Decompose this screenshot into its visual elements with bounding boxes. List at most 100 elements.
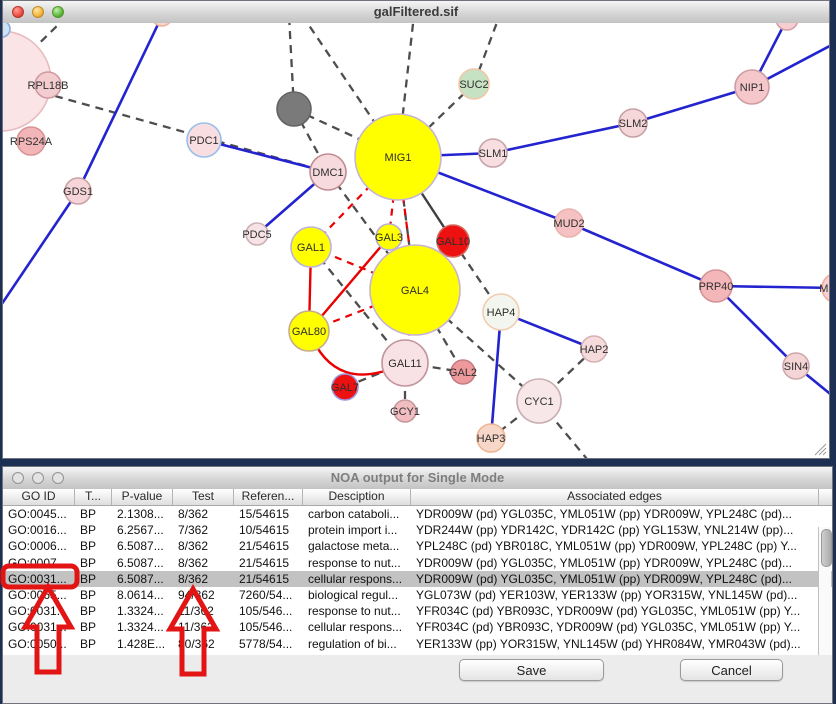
- edge-gds1-a8[interactable]: [3, 190, 80, 317]
- cell-type[interactable]: BP: [80, 636, 97, 651]
- cell-test[interactable]: 8/362: [178, 571, 209, 586]
- close-button[interactable]: [12, 6, 24, 18]
- node-MIG1[interactable]: [354, 113, 442, 201]
- cell-description[interactable]: response to nut...: [308, 604, 401, 619]
- node-SIN4[interactable]: [782, 352, 810, 380]
- cell-test[interactable]: 94/362: [178, 587, 215, 602]
- edge-hap4-hap3[interactable]: [489, 311, 503, 439]
- column-header-go_id[interactable]: GO ID: [3, 489, 75, 505]
- node-MSI[interactable]: [821, 273, 829, 303]
- cell-test[interactable]: 8/362: [178, 507, 209, 521]
- cell-test[interactable]: 11/362: [178, 604, 214, 619]
- table-row-4[interactable]: GO:0007... BP 6.5087... 8/362 21/54615 respon…: [3, 554, 832, 571]
- node-GAL80[interactable]: [288, 310, 330, 352]
- edge-prp40-sin4[interactable]: [715, 285, 797, 367]
- cell-edges[interactable]: YPL248C (pd) YBR018C, YML051W (pp) YDR00…: [416, 539, 797, 554]
- cell-description[interactable]: regulation of bi...: [308, 636, 397, 651]
- scrollbar-thumb[interactable]: [820, 529, 832, 567]
- save-button[interactable]: Save: [459, 659, 604, 681]
- cell-test[interactable]: 80/362: [178, 636, 215, 651]
- node-NIP1[interactable]: [734, 69, 770, 105]
- edge-cyc1-hap3[interactable]: [490, 400, 540, 439]
- cell-edges[interactable]: YDR009W (pd) YGL035C, YML051W (pp) YDR00…: [416, 555, 792, 570]
- cell-description[interactable]: galactose meta...: [308, 539, 400, 554]
- node-HAP3[interactable]: [476, 423, 506, 453]
- cell-reference[interactable]: 10/54615: [239, 523, 290, 538]
- edge-mig1-gal1[interactable]: [310, 156, 399, 248]
- cell-description[interactable]: response to nut...: [308, 555, 401, 570]
- table-row-5[interactable]: GO:0031... BP 6.5087... 8/362 21/54615 cellul…: [3, 570, 832, 587]
- column-header-edges[interactable]: Associated edges: [411, 489, 819, 505]
- cell-type[interactable]: BP: [80, 555, 97, 570]
- cell-description[interactable]: biological regul...: [308, 587, 399, 602]
- cell-go_id[interactable]: GO:0050...: [8, 636, 67, 651]
- cell-go_id[interactable]: GO:0006...: [8, 539, 67, 554]
- cell-reference[interactable]: 21/54615: [239, 539, 290, 554]
- cell-description[interactable]: cellular respons...: [308, 620, 403, 635]
- edge-cyc1-a9[interactable]: [538, 400, 588, 458]
- cell-edges[interactable]: YDR009W (pd) YGL035C, YML051W (pp) YDR00…: [416, 571, 792, 586]
- cell-description[interactable]: carbon cataboli...: [308, 507, 400, 521]
- cell-edges[interactable]: YFR034C (pd) YBR093C, YDR009W (pd) YGL03…: [416, 620, 801, 635]
- node-GAL2[interactable]: [450, 359, 476, 385]
- cell-p_value[interactable]: 6.5087...: [117, 539, 164, 554]
- cell-reference[interactable]: 5778/54...: [239, 636, 293, 651]
- cell-go_id[interactable]: GO:0007...: [8, 555, 67, 570]
- cell-p_value[interactable]: 2.1308...: [117, 507, 164, 521]
- table-row-3[interactable]: GO:0006... BP 6.5087... 8/362 21/54615 galact…: [3, 538, 832, 555]
- table-row-9[interactable]: GO:0050... BP 1.428E... 80/362 5778/54... reg…: [3, 635, 832, 652]
- cell-go_id[interactable]: GO:0016...: [8, 523, 67, 538]
- node-RPS24A[interactable]: [16, 126, 46, 156]
- table-row-6[interactable]: GO:0065... BP 8.0614... 94/362 7260/54... bio…: [3, 586, 832, 604]
- cell-p_value[interactable]: 1.3324...: [117, 604, 164, 619]
- node-tinyblue[interactable]: [3, 23, 11, 38]
- edge-slm2-nip1[interactable]: [632, 85, 753, 125]
- node-GAL3[interactable]: [375, 223, 403, 251]
- cell-reference[interactable]: 21/54615: [239, 571, 290, 586]
- cell-edges[interactable]: YER133W (pp) YOR315W, YNL145W (pd) YHR08…: [416, 636, 801, 651]
- edge-mig1-gal4[interactable]: [396, 156, 417, 291]
- cell-go_id[interactable]: GO:0031...: [8, 620, 67, 635]
- node-gray[interactable]: [276, 91, 312, 127]
- edge-p1-gds1[interactable]: [76, 23, 162, 192]
- column-header-reference[interactable]: Referen...: [234, 489, 303, 505]
- node-p2[interactable]: [775, 23, 799, 31]
- table-row-2[interactable]: GO:0016... BP 6.2567... 7/362 10/54615 protei…: [3, 522, 832, 539]
- close-button[interactable]: [12, 472, 24, 484]
- cell-p_value[interactable]: 6.2567...: [117, 523, 164, 538]
- edge-gray-mig1[interactable]: [293, 107, 399, 159]
- cell-go_id[interactable]: GO:0031...: [8, 571, 67, 586]
- cell-type[interactable]: BP: [80, 604, 97, 619]
- cell-reference[interactable]: 105/546...: [239, 620, 293, 635]
- edge-mud2-prp40[interactable]: [568, 221, 717, 288]
- cell-type[interactable]: BP: [80, 523, 97, 538]
- node-DMC1[interactable]: [309, 153, 347, 191]
- table-row-8[interactable]: GO:0031... BP 1.3324... 11/362 105/546... cel…: [3, 619, 832, 636]
- column-header-description[interactable]: Desciption: [303, 489, 411, 505]
- node-SLM1[interactable]: [478, 138, 508, 168]
- edge-suc2-a5[interactable]: [472, 23, 499, 85]
- node-GDS1[interactable]: [64, 177, 92, 205]
- cell-test[interactable]: 8/362: [178, 555, 209, 570]
- cell-reference[interactable]: 21/54615: [239, 555, 290, 570]
- cell-p_value[interactable]: 1.3324...: [117, 620, 164, 635]
- zoom-button[interactable]: [52, 6, 64, 18]
- cell-test[interactable]: 11/362: [178, 620, 214, 635]
- edge-dmc1-gal4[interactable]: [327, 171, 416, 291]
- noa-window-titlebar[interactable]: NOA output for Single Mode: [3, 467, 832, 490]
- vertical-scrollbar[interactable]: [818, 527, 832, 673]
- table-row-1[interactable]: GO:0045... BP 2.1308... 8/362 15/54615 carbon…: [3, 506, 832, 523]
- cell-edges[interactable]: YGL073W (pd) YER103W, YER133W (pp) YOR31…: [416, 587, 798, 602]
- cell-type[interactable]: BP: [80, 539, 97, 554]
- node-GAL1[interactable]: [290, 226, 332, 268]
- minimize-button[interactable]: [32, 6, 44, 18]
- cell-go_id[interactable]: GO:0065...: [8, 587, 67, 602]
- cell-type[interactable]: BP: [80, 620, 97, 635]
- minimize-button[interactable]: [32, 472, 44, 484]
- node-PRP40[interactable]: [699, 269, 733, 303]
- column-header-test[interactable]: Test: [173, 489, 234, 505]
- cell-edges[interactable]: YFR034C (pd) YBR093C, YDR009W (pd) YGL03…: [416, 604, 801, 619]
- edge-prp40-msi[interactable]: [715, 284, 829, 290]
- node-SLM2[interactable]: [618, 108, 648, 138]
- cancel-button[interactable]: Cancel: [680, 659, 783, 681]
